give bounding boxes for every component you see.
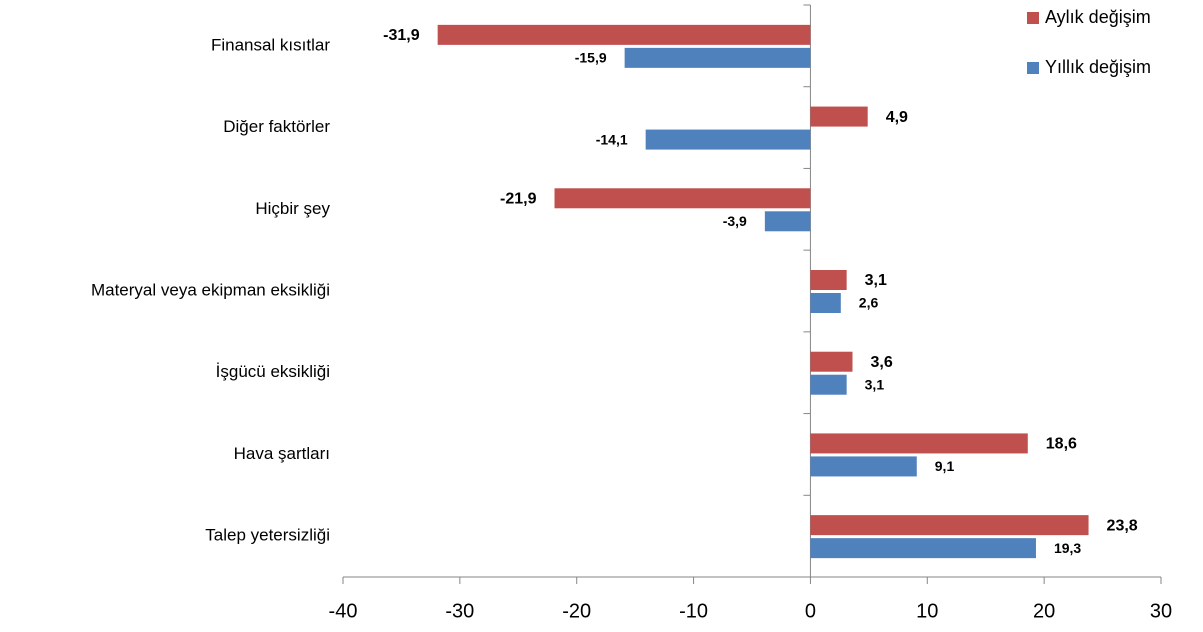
y-tick-label: Materyal veya ekipman eksikliği: [91, 280, 330, 299]
bar: [437, 24, 811, 45]
value-label: 23,8: [1107, 517, 1138, 534]
y-tick-label: Talep yetersizliği: [205, 526, 330, 545]
x-tick-label: -30: [445, 600, 474, 622]
x-tick-label: 30: [1150, 600, 1172, 622]
x-tick-label: -10: [679, 600, 708, 622]
value-label: -15,9: [575, 50, 607, 66]
value-label: -14,1: [596, 131, 628, 147]
bar: [810, 351, 853, 372]
x-tick-label: 20: [1033, 600, 1055, 622]
bar: [810, 106, 868, 127]
y-tick-label: Hava şartları: [234, 444, 330, 463]
value-label: 19,3: [1054, 540, 1081, 556]
value-label: 3,1: [865, 272, 887, 289]
legend-label: Aylık değişim: [1045, 7, 1151, 27]
bar: [810, 374, 847, 395]
value-label: -3,9: [723, 213, 747, 229]
y-tick-label: Hiçbir şey: [255, 199, 330, 218]
x-tick-label: 0: [805, 600, 816, 622]
bar: [810, 433, 1028, 454]
bar: [764, 211, 811, 232]
bar: [810, 270, 847, 290]
legend-swatch: [1027, 12, 1039, 24]
bar: [810, 456, 917, 477]
value-label: 18,6: [1046, 436, 1077, 453]
legend-label: Yıllık değişim: [1045, 57, 1151, 77]
value-label: -21,9: [500, 191, 537, 208]
y-tick-label: İşgücü eksikliği: [216, 362, 330, 381]
bar: [554, 188, 811, 209]
value-label: -31,9: [383, 27, 420, 44]
bar: [810, 293, 841, 313]
y-tick-label: Finansal kısıtlar: [211, 35, 330, 54]
bar: [810, 538, 1036, 559]
value-label: 3,1: [865, 376, 885, 392]
y-tick-label: Diğer faktörler: [223, 117, 330, 136]
value-label: 9,1: [935, 458, 955, 474]
x-tick-label: 10: [916, 600, 938, 622]
x-tick-label: -20: [562, 600, 591, 622]
legend-swatch: [1027, 62, 1039, 74]
bar: [624, 47, 811, 68]
bar: [810, 515, 1089, 536]
value-label: 4,9: [886, 109, 908, 126]
x-tick-label: -40: [329, 600, 358, 622]
bar: [645, 129, 811, 150]
value-label: 2,6: [859, 295, 879, 311]
value-label: 3,6: [870, 354, 892, 371]
